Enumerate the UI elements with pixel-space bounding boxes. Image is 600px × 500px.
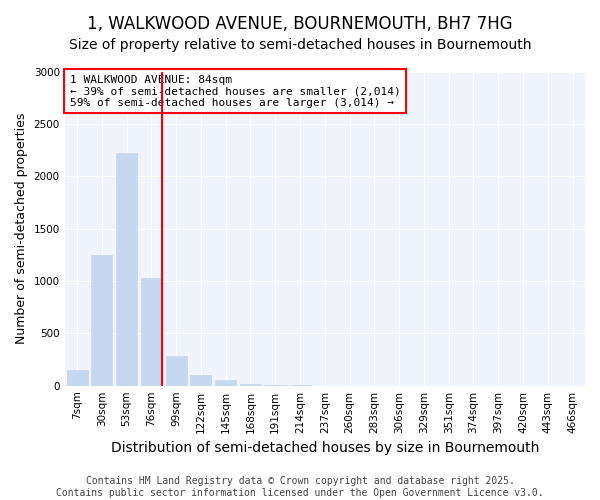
Y-axis label: Number of semi-detached properties: Number of semi-detached properties bbox=[15, 113, 28, 344]
Bar bbox=[240, 384, 261, 386]
Text: 1, WALKWOOD AVENUE, BOURNEMOUTH, BH7 7HG: 1, WALKWOOD AVENUE, BOURNEMOUTH, BH7 7HG bbox=[87, 15, 513, 33]
Text: 1 WALKWOOD AVENUE: 84sqm
← 39% of semi-detached houses are smaller (2,014)
59% o: 1 WALKWOOD AVENUE: 84sqm ← 39% of semi-d… bbox=[70, 74, 401, 108]
Bar bbox=[91, 255, 112, 386]
X-axis label: Distribution of semi-detached houses by size in Bournemouth: Distribution of semi-detached houses by … bbox=[110, 441, 539, 455]
Text: Size of property relative to semi-detached houses in Bournemouth: Size of property relative to semi-detach… bbox=[69, 38, 531, 52]
Bar bbox=[190, 375, 211, 386]
Bar bbox=[116, 153, 137, 386]
Bar bbox=[265, 385, 286, 386]
Bar bbox=[141, 278, 162, 386]
Bar bbox=[166, 356, 187, 386]
Bar bbox=[215, 380, 236, 386]
Text: Contains HM Land Registry data © Crown copyright and database right 2025.
Contai: Contains HM Land Registry data © Crown c… bbox=[56, 476, 544, 498]
Bar bbox=[67, 370, 88, 386]
